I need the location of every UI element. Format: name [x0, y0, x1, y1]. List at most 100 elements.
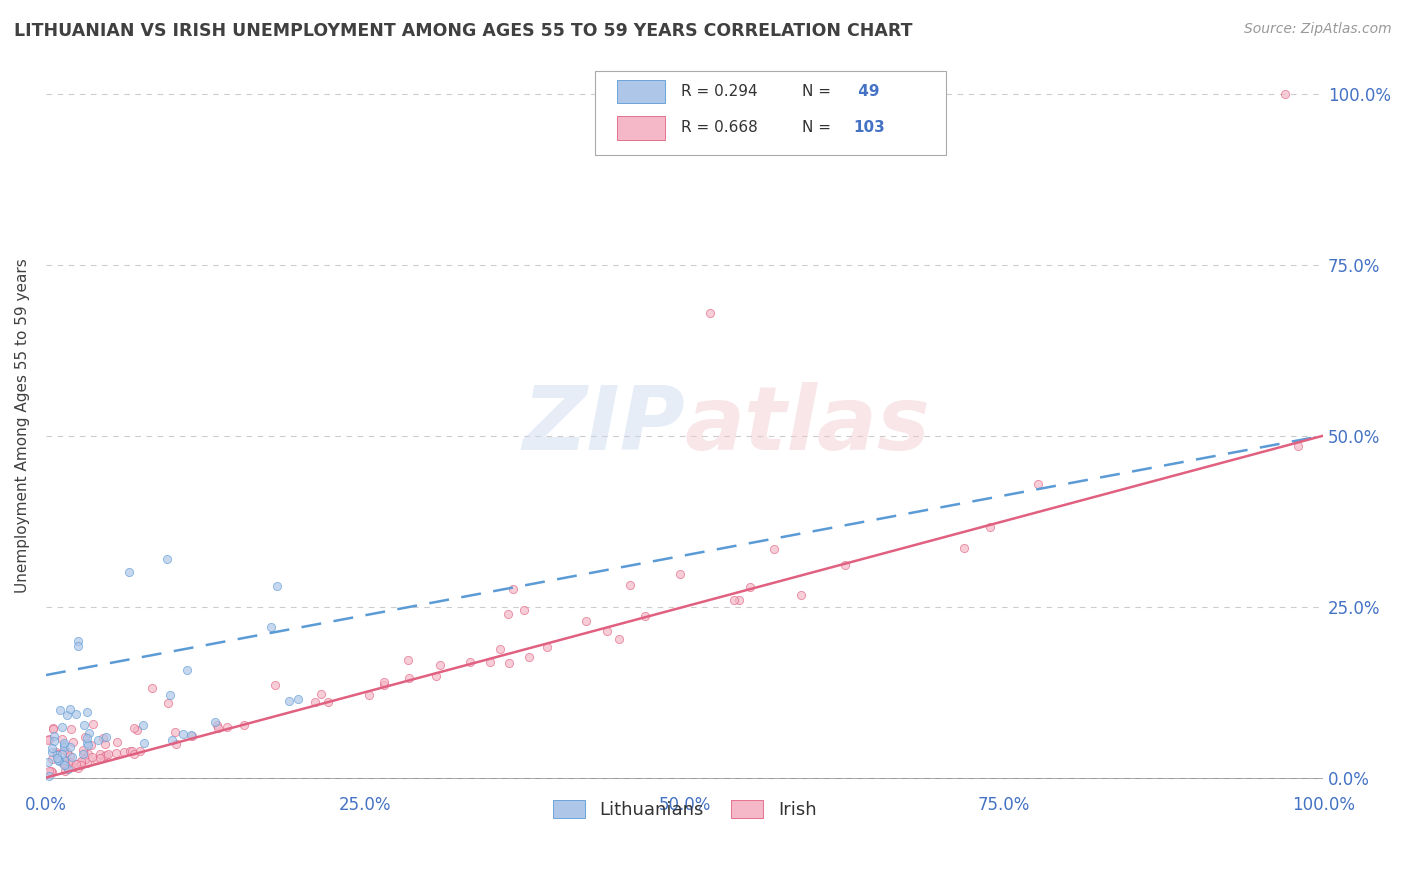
- Point: [498, 607, 520, 621]
- FancyBboxPatch shape: [617, 116, 665, 139]
- Point: [96, 730, 118, 744]
- Point: [260, 620, 283, 634]
- Point: [105, 735, 128, 749]
- Point: [105, 747, 128, 761]
- Point: [425, 669, 447, 683]
- Point: [73, 717, 96, 731]
- Point: [52, 753, 75, 767]
- Point: [373, 678, 395, 692]
- Point: [51, 720, 73, 734]
- Point: [67, 639, 90, 653]
- Point: [59, 755, 82, 769]
- Text: N =: N =: [801, 84, 831, 99]
- Point: [834, 558, 856, 572]
- Point: [56, 745, 79, 759]
- Point: [76, 705, 98, 719]
- Text: LITHUANIAN VS IRISH UNEMPLOYMENT AMONG AGES 55 TO 59 YEARS CORRELATION CHART: LITHUANIAN VS IRISH UNEMPLOYMENT AMONG A…: [14, 22, 912, 40]
- Point: [41, 745, 63, 759]
- Point: [53, 739, 76, 754]
- Point: [70, 754, 93, 768]
- Point: [763, 542, 786, 557]
- Point: [159, 688, 181, 702]
- Point: [478, 655, 501, 669]
- Point: [118, 566, 141, 580]
- Point: [60, 750, 83, 764]
- Text: atlas: atlas: [685, 382, 931, 469]
- Point: [118, 744, 141, 758]
- Point: [45, 745, 67, 759]
- Point: [51, 747, 73, 762]
- Point: [122, 722, 145, 736]
- Point: [699, 305, 721, 319]
- Point: [87, 733, 110, 747]
- Point: [97, 747, 120, 761]
- Point: [53, 764, 76, 778]
- Text: R = 0.294: R = 0.294: [681, 84, 758, 99]
- Text: ZIP: ZIP: [522, 382, 685, 469]
- Point: [953, 541, 976, 555]
- Point: [536, 640, 558, 655]
- Point: [723, 593, 745, 607]
- Text: 49: 49: [853, 84, 880, 99]
- Point: [52, 739, 75, 753]
- Point: [60, 723, 83, 737]
- Point: [41, 765, 63, 780]
- Legend: Lithuanians, Irish: Lithuanians, Irish: [546, 792, 824, 826]
- Point: [62, 734, 84, 748]
- Point: [172, 727, 194, 741]
- Point: [180, 729, 202, 743]
- Point: [633, 609, 655, 624]
- Point: [59, 702, 82, 716]
- Point: [42, 722, 65, 736]
- Point: [311, 687, 333, 701]
- Point: [84, 753, 107, 767]
- Point: [41, 721, 63, 735]
- Point: [76, 756, 98, 770]
- Text: Source: ZipAtlas.com: Source: ZipAtlas.com: [1244, 22, 1392, 37]
- Point: [76, 739, 98, 753]
- Point: [73, 746, 96, 760]
- Point: [458, 655, 481, 669]
- Point: [373, 675, 395, 690]
- Y-axis label: Unemployment Among Ages 55 to 59 years: Unemployment Among Ages 55 to 59 years: [15, 258, 30, 593]
- Point: [429, 657, 451, 672]
- Point: [266, 579, 288, 593]
- Point: [669, 566, 692, 581]
- Point: [66, 756, 89, 771]
- Point: [49, 703, 72, 717]
- Point: [91, 731, 114, 745]
- Point: [67, 761, 90, 775]
- Text: R = 0.668: R = 0.668: [681, 120, 758, 136]
- Point: [619, 577, 641, 591]
- Point: [76, 731, 98, 745]
- Point: [502, 582, 524, 596]
- Point: [70, 758, 93, 772]
- Point: [207, 722, 229, 736]
- Point: [53, 755, 76, 769]
- Point: [979, 520, 1001, 534]
- Point: [132, 717, 155, 731]
- Point: [160, 733, 183, 747]
- Point: [129, 744, 152, 758]
- Point: [727, 592, 749, 607]
- Point: [46, 748, 69, 763]
- Point: [51, 731, 73, 746]
- Point: [53, 743, 76, 757]
- Point: [287, 692, 309, 706]
- Point: [1286, 439, 1309, 453]
- Point: [134, 736, 156, 750]
- Point: [37, 755, 59, 769]
- Point: [316, 695, 339, 709]
- Point: [141, 681, 163, 695]
- Point: [233, 717, 256, 731]
- FancyBboxPatch shape: [617, 80, 665, 103]
- Point: [176, 664, 198, 678]
- Point: [740, 580, 762, 594]
- Point: [277, 694, 299, 708]
- Point: [304, 695, 326, 709]
- Point: [82, 716, 104, 731]
- Point: [38, 764, 60, 778]
- Point: [52, 736, 75, 750]
- Point: [73, 730, 96, 744]
- Point: [56, 762, 79, 776]
